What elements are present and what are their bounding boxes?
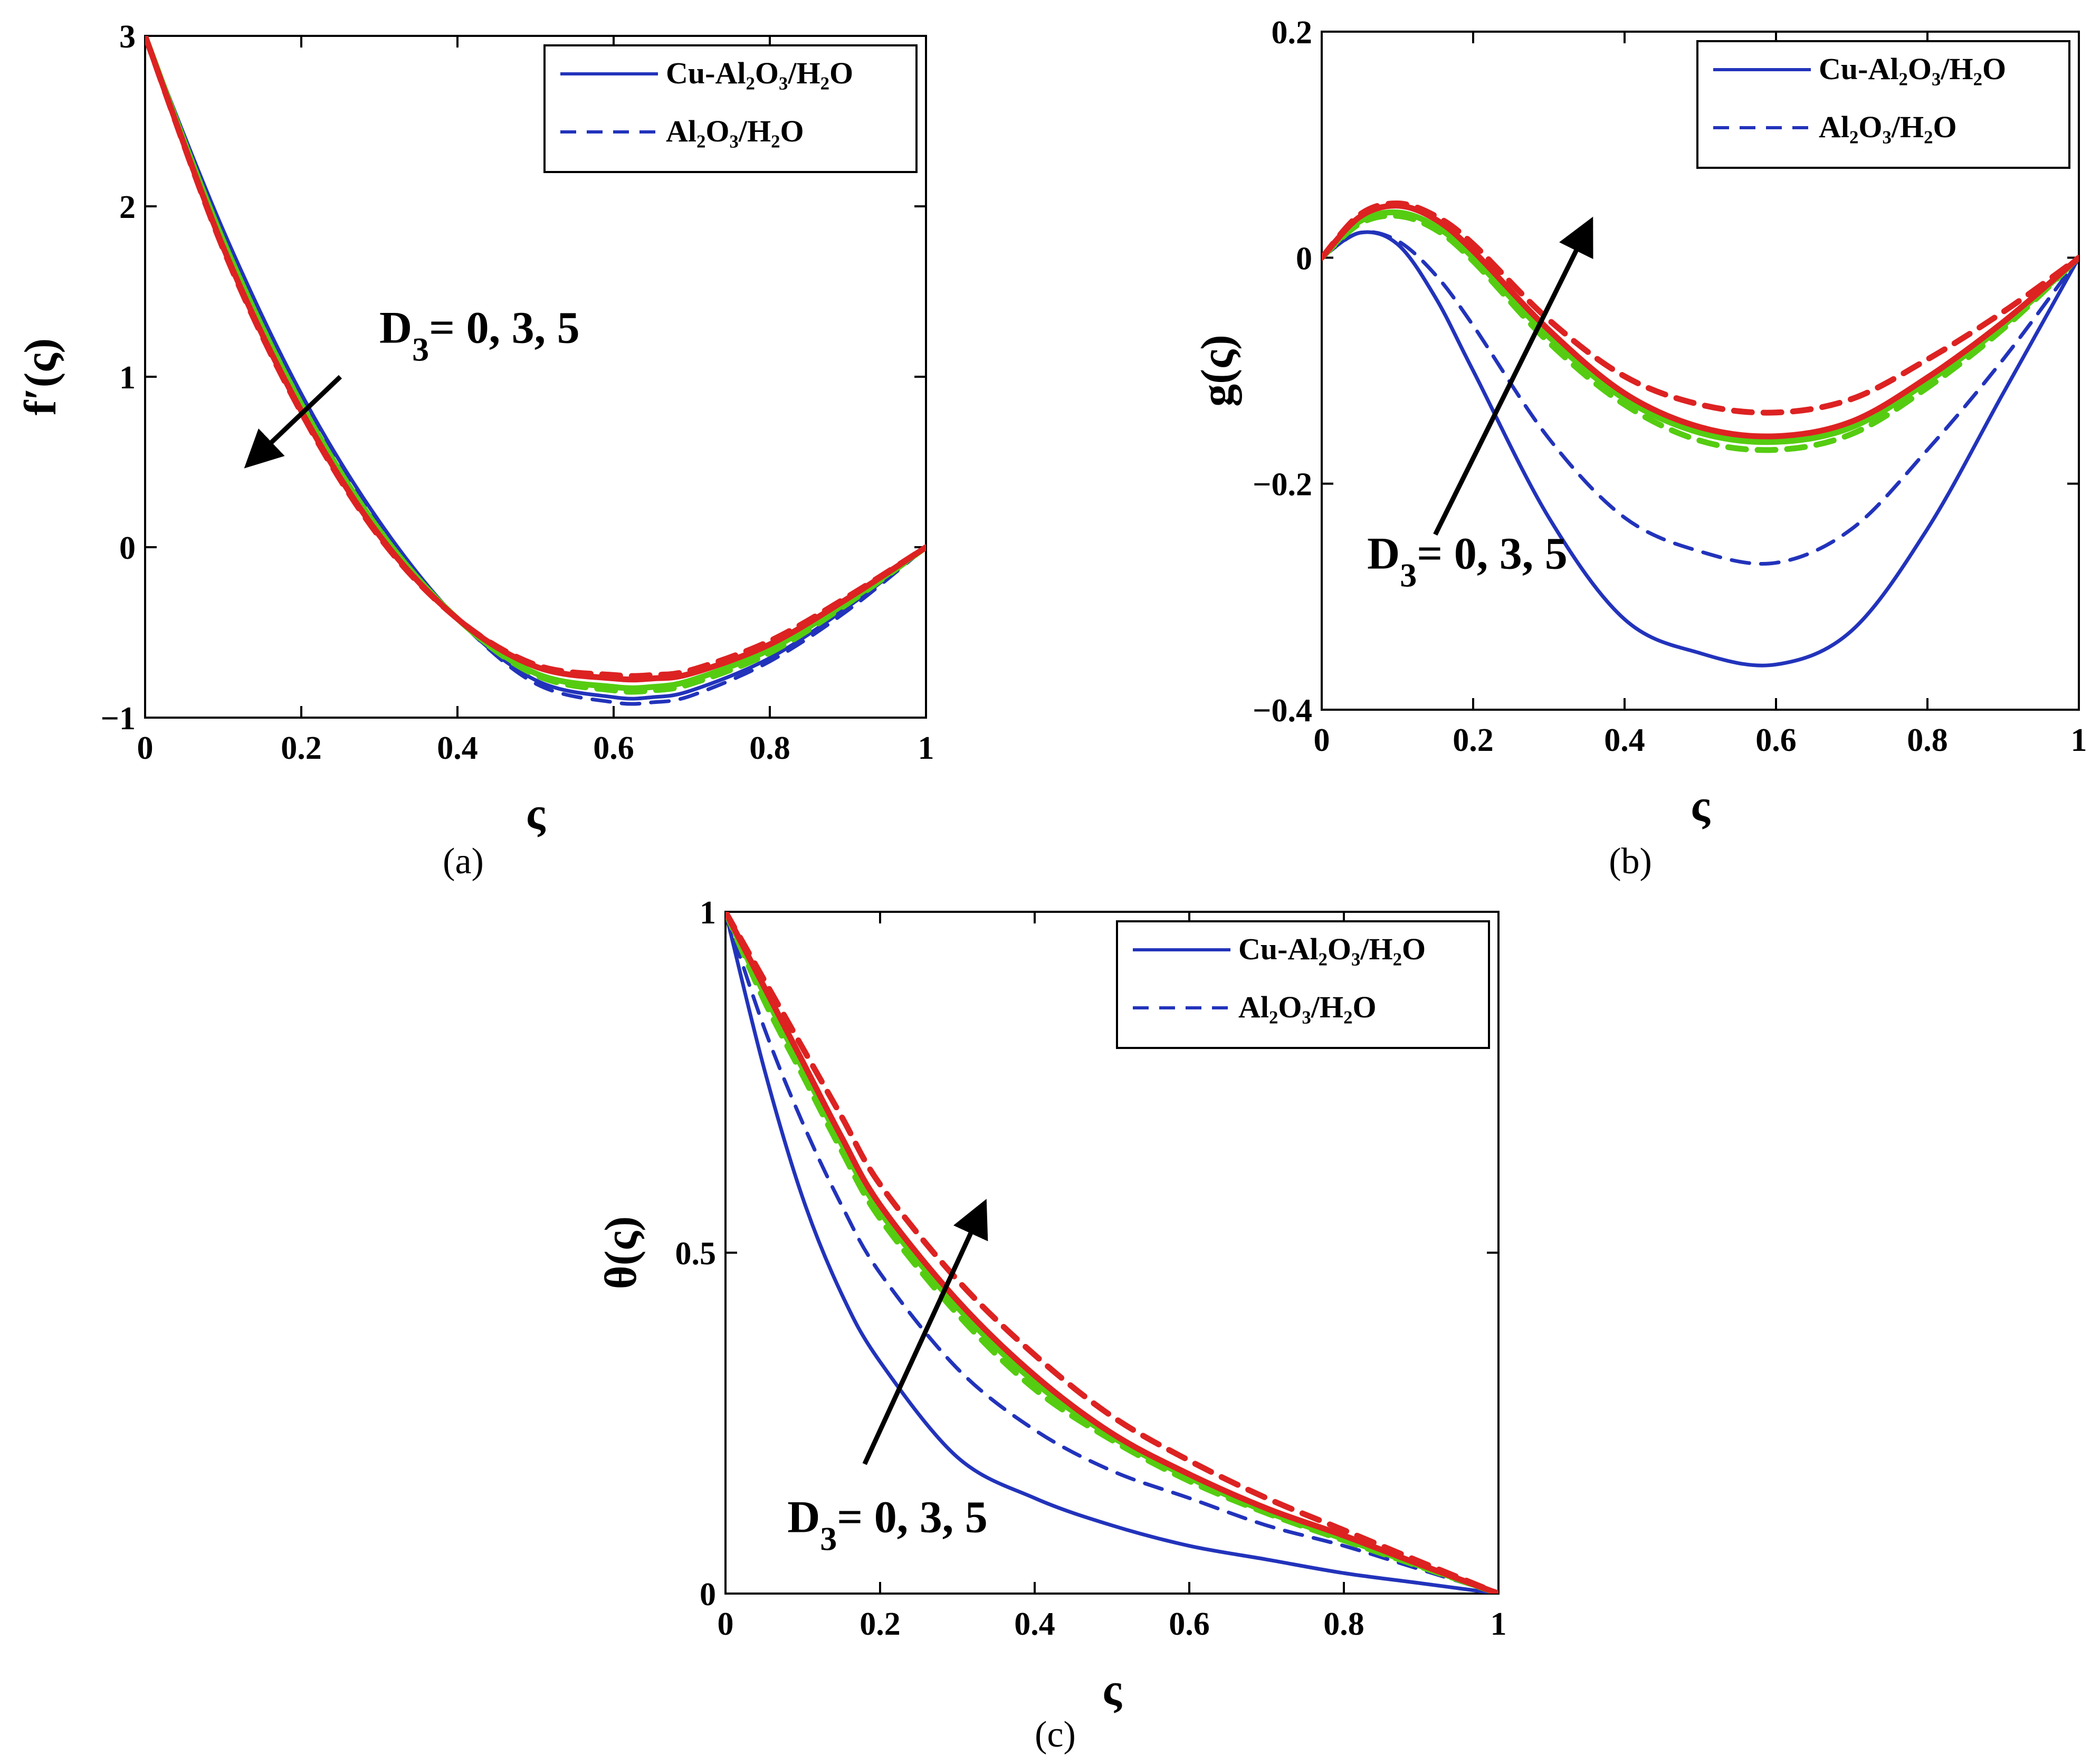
legend-label: Al₂O₃/H₂O: [666, 114, 804, 148]
x-tick-label: 0.8: [1323, 1606, 1364, 1642]
series-group: [145, 36, 926, 706]
annotation-label: D3= 0, 3, 5: [787, 1492, 988, 1558]
x-tick-label: 0.4: [1604, 722, 1645, 758]
y-tick-label: 1: [700, 895, 716, 931]
x-axis-label: ς: [526, 788, 546, 838]
x-tick-label: 0.8: [749, 730, 790, 766]
chart-panel-a: 0 0.2 0.4 0.6 0.8 1−10123ςf′(ς)(a)Cu-Al₂O₃/H₂…: [15, 19, 934, 882]
legend-label: Cu-Al₂O₃/H₂O: [1238, 932, 1426, 966]
x-axis-label: ς: [1691, 780, 1711, 831]
y-tick-label: 0.5: [675, 1236, 717, 1272]
series-line: [725, 912, 1498, 1594]
y-tick-label: −0.2: [1253, 467, 1312, 503]
annotation-subscript: 3: [820, 1520, 837, 1558]
annotation-d: D: [379, 302, 412, 352]
annotation-arrow: [1433, 216, 1593, 536]
y-tick-label: 0: [1296, 241, 1312, 276]
y-axis-label: θ(ς): [595, 1216, 646, 1289]
y-tick-label: 3: [119, 19, 136, 55]
x-tick-label: 0: [718, 1606, 734, 1642]
legend: Cu-Al₂O₃/H₂O Al₂O₃/H₂O: [1116, 920, 1490, 1049]
x-tick-label: 0.4: [1014, 1606, 1055, 1642]
x-tick-label: 1: [918, 730, 934, 766]
y-axis-label: f′(ς): [15, 338, 65, 415]
x-tick-label: 0.2: [860, 1606, 901, 1642]
panel-caption: (c): [1035, 1714, 1076, 1755]
legend: Cu-Al₂O₃/H₂O Al₂O₃/H₂O: [543, 44, 918, 173]
plot-frame: [1321, 31, 2080, 711]
series-line: [1322, 203, 2079, 440]
y-tick-label: −0.4: [1253, 693, 1312, 729]
legend-label: Cu-Al₂O₃/H₂O: [666, 56, 853, 90]
annotation-values: = 0, 3, 5: [429, 302, 580, 352]
annotation-label: D3= 0, 3, 5: [1367, 528, 1568, 594]
x-tick-label: 0.8: [1907, 722, 1948, 758]
x-axis-label: ς: [1102, 1664, 1122, 1714]
annotation-arrow: [862, 1198, 988, 1465]
series-line: [1322, 230, 2079, 566]
legend-label: Cu-Al₂O₃/H₂O: [1819, 52, 2006, 86]
y-tick-label: 0: [119, 530, 136, 566]
y-axis-label: g(ς): [1191, 335, 1242, 407]
annotation-label: D3= 0, 3, 5: [379, 302, 580, 368]
series-group: [1322, 201, 2079, 668]
series-line: [725, 912, 1498, 1594]
series-line: [725, 912, 1498, 1594]
y-tick-label: 0: [700, 1577, 716, 1613]
y-tick-label: 1: [119, 360, 136, 396]
series-line: [145, 36, 926, 679]
x-tick-label: 0.4: [437, 730, 478, 766]
series-line: [725, 912, 1498, 1594]
x-tick-label: 0.6: [593, 730, 634, 766]
annotation-values: = 0, 3, 5: [837, 1492, 988, 1542]
legend-box: [543, 44, 918, 173]
annotation-subscript: 3: [412, 330, 429, 368]
legend-box: [1696, 40, 2070, 169]
x-tick-label: 0.2: [1453, 722, 1494, 758]
x-tick-label: 0: [1314, 722, 1330, 758]
annotation-values: = 0, 3, 5: [1417, 528, 1568, 578]
x-tick-label: 0: [137, 730, 154, 766]
y-tick-label: 2: [119, 189, 136, 225]
series-line: [1322, 213, 2079, 453]
x-tick-label: 1: [2071, 722, 2087, 758]
annotation-arrow: [244, 375, 342, 469]
chart-panel-b: 0 0.2 0.4 0.6 0.8 1 −0.4 −0.2 0 0.2 ς g(ς) (b) Cu-Al₂…: [1191, 15, 2087, 882]
annotation-d: D: [787, 1492, 820, 1542]
x-tick-label: 0.2: [281, 730, 322, 766]
panel-caption: (b): [1609, 841, 1652, 882]
y-tick-label: −1: [101, 701, 136, 737]
legend-label: Al₂O₃/H₂O: [1238, 990, 1377, 1024]
series-line: [1322, 209, 2079, 445]
series-line: [725, 912, 1498, 1594]
series-line: [1322, 230, 2079, 668]
series-group: [725, 912, 1498, 1594]
chart-panel-c: 0 0.2 0.4 0.6 0.8 1 0 0.5 1 ς θ(ς) (c) Cu-Al₂O₃/H₂O A…: [595, 895, 1507, 1755]
annotation-d: D: [1367, 528, 1400, 578]
x-tick-label: 1: [1491, 1606, 1507, 1642]
x-tick-label: 0.6: [1755, 722, 1797, 758]
legend: Cu-Al₂O₃/H₂O Al₂O₃/H₂O: [1696, 40, 2070, 169]
y-tick-label: 0.2: [1272, 15, 1313, 51]
legend-box: [1116, 920, 1490, 1049]
x-tick-label: 0.6: [1169, 1606, 1210, 1642]
legend-label: Al₂O₃/H₂O: [1819, 110, 1957, 144]
panel-caption: (a): [443, 841, 484, 882]
series-line: [145, 36, 926, 701]
annotation-subscript: 3: [1400, 556, 1417, 594]
series-line: [1322, 201, 2079, 416]
